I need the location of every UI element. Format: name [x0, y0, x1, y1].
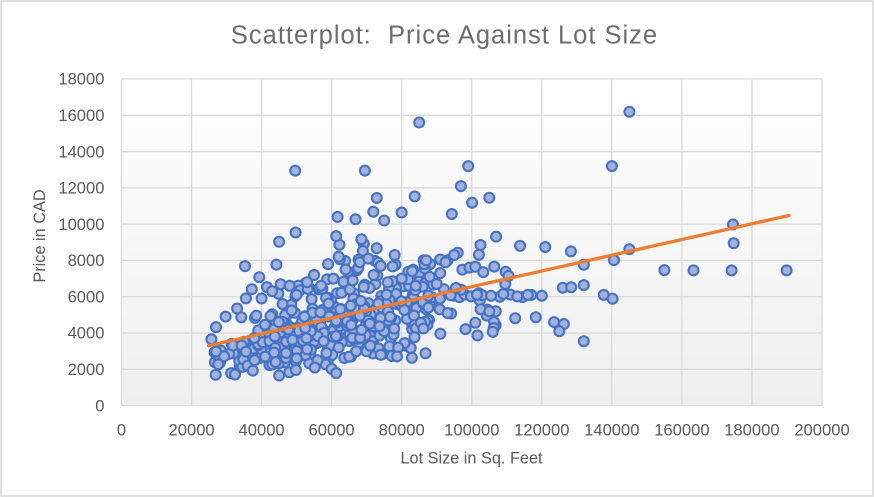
svg-text:Price in CAD: Price in CAD — [31, 189, 49, 282]
svg-text:120000: 120000 — [514, 421, 569, 440]
svg-text:6000: 6000 — [68, 287, 105, 306]
svg-text:0: 0 — [95, 396, 104, 415]
svg-text:180000: 180000 — [724, 421, 779, 440]
svg-text:14000: 14000 — [58, 142, 104, 161]
svg-text:160000: 160000 — [654, 421, 709, 440]
svg-text:10000: 10000 — [58, 215, 104, 234]
svg-text:0: 0 — [117, 421, 126, 440]
svg-text:12000: 12000 — [58, 179, 104, 198]
svg-text:60000: 60000 — [309, 421, 355, 440]
svg-text:40000: 40000 — [239, 421, 285, 440]
svg-text:4000: 4000 — [68, 324, 105, 343]
svg-text:2000: 2000 — [68, 360, 105, 379]
svg-text:Lot Size in Sq. Feet: Lot Size in Sq. Feet — [400, 450, 543, 468]
svg-text:8000: 8000 — [68, 251, 105, 270]
svg-text:18000: 18000 — [58, 70, 104, 89]
svg-text:20000: 20000 — [169, 421, 215, 440]
svg-text:80000: 80000 — [379, 421, 425, 440]
svg-text:100000: 100000 — [444, 421, 499, 440]
svg-text:140000: 140000 — [584, 421, 639, 440]
svg-text:Scatterplot: Price Against Lo: Scatterplot: Price Against Lot Size — [231, 22, 658, 50]
svg-text:16000: 16000 — [58, 106, 104, 125]
svg-text:200000: 200000 — [794, 421, 849, 440]
